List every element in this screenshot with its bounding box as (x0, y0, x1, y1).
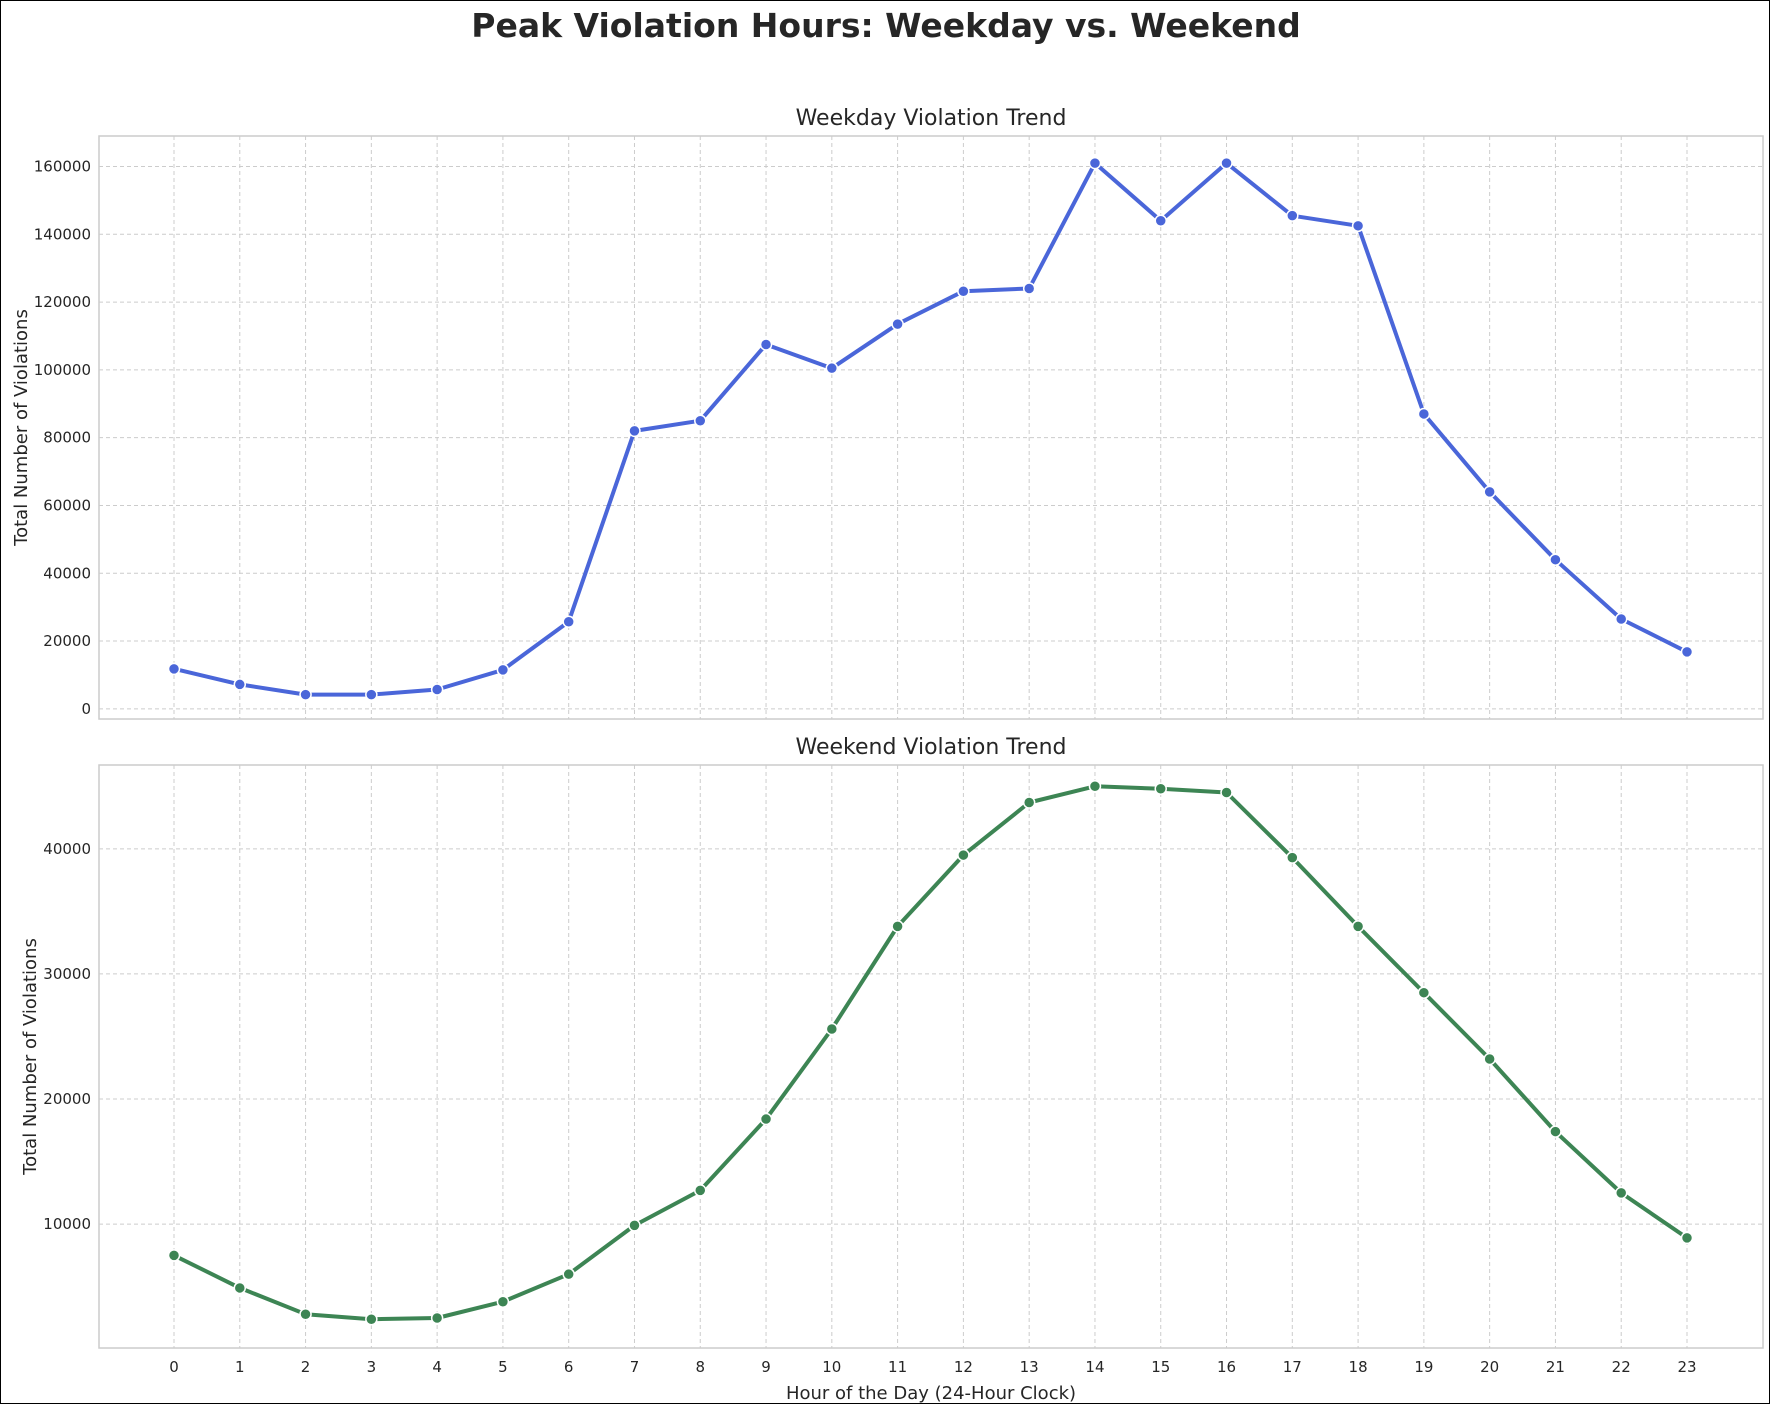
weekend-axes-frame (98, 764, 1764, 1349)
weekend-y-tick-label: 30000 (43, 965, 91, 983)
x-tick-label: 8 (695, 1358, 705, 1376)
weekday-data-point (562, 615, 575, 628)
figure-title: Peak Violation Hours: Weekday vs. Weeken… (471, 6, 1301, 45)
weekday-data-point (167, 662, 181, 676)
weekend-data-point (365, 1312, 378, 1326)
weekend-data-point (562, 1267, 575, 1281)
weekday-data-point (1286, 209, 1299, 222)
weekend-data-point (1417, 986, 1431, 999)
x-tick-label: 23 (1677, 1358, 1696, 1376)
weekday-y-tick-label: 120000 (34, 293, 91, 311)
weekday-data-point (1483, 485, 1496, 499)
weekend-data-point (957, 848, 970, 862)
weekday-data-point (694, 414, 707, 427)
x-tick-label: 11 (888, 1358, 907, 1376)
weekend-y-tick-label: 20000 (43, 1090, 91, 1108)
weekend-data-point (694, 1184, 707, 1197)
weekday-data-point (1154, 214, 1167, 227)
weekday-data-point (1220, 156, 1233, 170)
x-tick-label: 14 (1085, 1358, 1104, 1376)
x-tick-label: 7 (630, 1358, 640, 1376)
x-tick-label: 17 (1283, 1358, 1302, 1376)
weekday-axes-frame (98, 135, 1764, 720)
weekend-data-point (299, 1307, 312, 1321)
weekday-data-point (1549, 553, 1562, 566)
x-tick-label: 19 (1414, 1358, 1433, 1376)
weekend-data-point (1680, 1231, 1694, 1245)
weekend-series-line (172, 784, 1689, 1322)
weekday-data-point (628, 424, 641, 438)
x-tick-label: 16 (1217, 1358, 1236, 1376)
weekend-subplot-title: Weekend Violation Trend (795, 735, 1066, 760)
weekend-data-point (825, 1022, 839, 1036)
weekday-data-point (1614, 612, 1628, 626)
x-tick-label: 5 (498, 1358, 508, 1376)
x-tick-label: 18 (1349, 1358, 1368, 1376)
x-tick-label: 0 (169, 1358, 179, 1376)
weekend-data-point (1549, 1125, 1562, 1138)
weekend-data-point (1022, 796, 1036, 809)
weekday-data-point (891, 317, 904, 331)
weekend-data-point (628, 1219, 641, 1232)
weekday-data-point (825, 361, 839, 375)
weekend-data-point (430, 1311, 444, 1325)
weekday-panel: Weekday Violation Trend 0 20000 40000 60000 8… (11, 106, 1764, 720)
weekday-y-tick-label: 20000 (43, 632, 91, 650)
x-tick-label: 2 (301, 1358, 311, 1376)
weekend-y-tick-label: 10000 (43, 1215, 91, 1233)
weekday-data-point (759, 338, 773, 351)
weekday-data-point (1680, 645, 1694, 659)
weekday-y-axis-label: Total Number of Violations (11, 309, 32, 547)
weekday-y-tick-label: 0 (81, 700, 91, 718)
weekday-y-tick-label: 40000 (43, 564, 91, 582)
x-tick-label: 20 (1480, 1358, 1499, 1376)
weekend-data-point (1351, 920, 1365, 933)
weekday-y-tick-label: 160000 (34, 158, 91, 176)
x-tick-label: 4 (432, 1358, 442, 1376)
weekday-data-point (957, 284, 970, 298)
weekday-series-line (172, 161, 1689, 697)
x-tick-label: 9 (761, 1358, 771, 1376)
x-tick-label: 12 (954, 1358, 973, 1376)
weekend-data-point (496, 1295, 510, 1308)
x-tick-label: 13 (1020, 1358, 1039, 1376)
weekday-y-tick-label: 100000 (34, 361, 91, 379)
weekday-data-point (1022, 282, 1036, 295)
weekend-data-point (1088, 780, 1102, 793)
weekday-data-point (365, 688, 378, 701)
weekend-y-axis-label: Total Number of Violations (20, 938, 41, 1176)
x-tick-label: 21 (1546, 1358, 1565, 1376)
weekday-y-tick-label: 140000 (34, 225, 91, 243)
weekday-y-tick-label: 80000 (43, 429, 91, 447)
weekend-data-point (233, 1281, 247, 1295)
x-tick-label: 6 (564, 1358, 574, 1376)
x-tick-label: 22 (1612, 1358, 1631, 1376)
x-tick-label: 3 (367, 1358, 377, 1376)
weekend-data-point (759, 1112, 773, 1126)
weekday-data-point (1351, 219, 1365, 233)
weekday-data-point (1417, 407, 1431, 421)
weekday-y-tick-label: 60000 (43, 496, 91, 514)
x-tick-label: 10 (822, 1358, 841, 1376)
weekend-data-point (167, 1249, 181, 1262)
weekend-data-point (1614, 1186, 1628, 1200)
weekday-data-point (233, 678, 247, 691)
weekend-data-point (891, 920, 904, 933)
weekday-data-point (1088, 156, 1102, 170)
x-axis-label: Hour of the Day (24-Hour Clock) (786, 1383, 1076, 1404)
x-tick-label: 1 (235, 1358, 245, 1376)
weekend-data-point (1220, 786, 1233, 799)
weekday-data-point (430, 683, 444, 696)
weekday-data-point (496, 663, 510, 677)
weekend-data-point (1483, 1052, 1496, 1066)
weekday-data-point (299, 688, 312, 701)
weekend-data-point (1286, 851, 1299, 864)
weekend-data-point (1154, 782, 1167, 796)
x-tick-label: 15 (1151, 1358, 1170, 1376)
weekday-subplot-title: Weekday Violation Trend (796, 106, 1067, 131)
weekend-y-tick-label: 40000 (43, 840, 91, 858)
